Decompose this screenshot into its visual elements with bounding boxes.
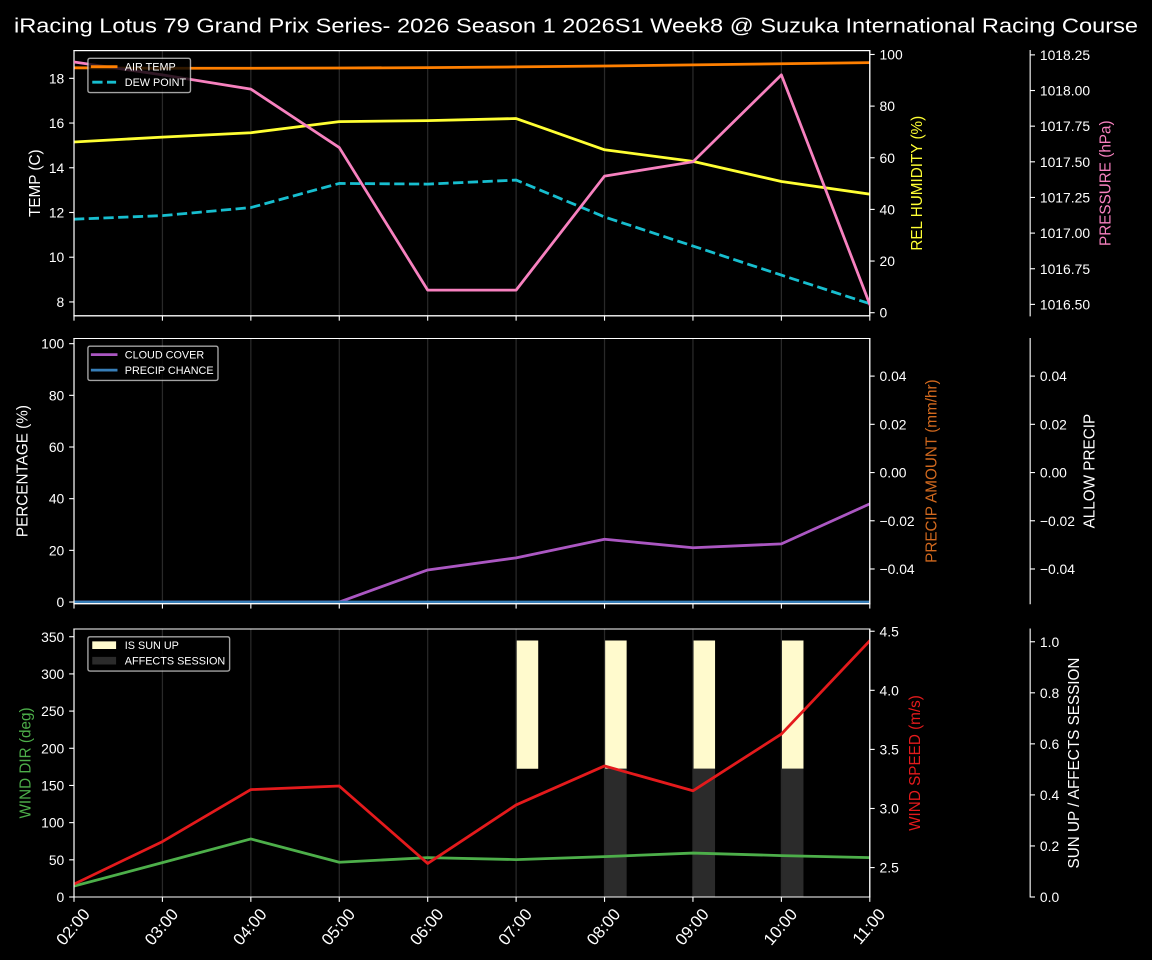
svg-text:60: 60 [49,439,65,455]
svg-text:SUN UP / AFFECTS SESSION: SUN UP / AFFECTS SESSION [1066,658,1083,869]
svg-text:AFFECTS SESSION: AFFECTS SESSION [125,655,225,667]
svg-text:0.04: 0.04 [880,368,907,384]
svg-text:250: 250 [41,703,64,719]
svg-text:−0.02: −0.02 [1040,513,1075,529]
svg-text:20: 20 [49,542,65,558]
svg-text:0.02: 0.02 [880,416,907,432]
svg-text:1017.75: 1017.75 [1040,118,1090,134]
svg-text:0: 0 [880,305,888,321]
svg-text:4.5: 4.5 [880,623,900,639]
svg-text:10: 10 [49,249,65,265]
svg-text:3.0: 3.0 [880,801,900,817]
svg-text:0: 0 [57,594,65,610]
svg-text:1016.50: 1016.50 [1040,296,1090,312]
svg-text:−0.02: −0.02 [880,513,915,529]
svg-text:18: 18 [49,70,65,86]
svg-text:8: 8 [57,294,65,310]
svg-text:80: 80 [49,387,65,403]
svg-text:WIND SPEED (m/s): WIND SPEED (m/s) [907,695,924,831]
svg-text:PRECIP CHANCE: PRECIP CHANCE [125,365,214,377]
svg-text:1018.00: 1018.00 [1040,83,1090,99]
svg-text:0.0: 0.0 [1040,889,1060,905]
svg-text:PRESSURE (hPa): PRESSURE (hPa) [1098,120,1115,246]
svg-text:300: 300 [41,666,64,682]
svg-text:2.5: 2.5 [880,860,900,876]
svg-text:−0.04: −0.04 [880,561,915,577]
svg-text:TEMP (C): TEMP (C) [27,149,44,217]
svg-text:0.6: 0.6 [1040,736,1060,752]
svg-text:CLOUD COVER: CLOUD COVER [125,349,205,361]
svg-text:350: 350 [41,629,64,645]
svg-text:0: 0 [57,889,65,905]
svg-text:IS SUN UP: IS SUN UP [125,640,179,652]
svg-text:WIND DIR (deg): WIND DIR (deg) [17,707,34,818]
svg-text:40: 40 [49,491,65,507]
svg-text:20: 20 [880,253,896,269]
svg-text:0.4: 0.4 [1040,787,1060,803]
svg-text:14: 14 [49,160,65,176]
svg-text:DEW POINT: DEW POINT [125,77,187,89]
svg-text:3.5: 3.5 [880,741,900,757]
svg-text:ALLOW PRECIP: ALLOW PRECIP [1082,414,1099,529]
svg-text:0.2: 0.2 [1040,838,1060,854]
svg-text:40: 40 [880,201,896,217]
svg-text:1017.25: 1017.25 [1040,189,1090,205]
svg-text:0.8: 0.8 [1040,685,1060,701]
svg-text:200: 200 [41,740,64,756]
svg-text:0.00: 0.00 [880,465,907,481]
svg-text:16: 16 [49,115,65,131]
svg-text:12: 12 [49,205,65,221]
svg-text:1017.00: 1017.00 [1040,225,1090,241]
svg-text:−0.04: −0.04 [1040,561,1075,577]
svg-text:80: 80 [880,98,896,114]
svg-text:100: 100 [41,815,64,831]
svg-text:4.0: 4.0 [880,682,900,698]
svg-text:150: 150 [41,777,64,793]
svg-text:PRECIP AMOUNT (mm/hr): PRECIP AMOUNT (mm/hr) [923,379,940,562]
svg-text:0.02: 0.02 [1040,416,1067,432]
svg-text:1018.25: 1018.25 [1040,47,1090,63]
svg-text:0.04: 0.04 [1040,368,1067,384]
svg-text:iRacing Lotus 79 Grand Prix Se: iRacing Lotus 79 Grand Prix Series- 2026… [14,16,1138,38]
svg-text:1016.75: 1016.75 [1040,261,1090,277]
svg-text:AIR TEMP: AIR TEMP [125,61,176,73]
svg-text:1017.50: 1017.50 [1040,154,1090,170]
svg-text:1.0: 1.0 [1040,634,1060,650]
svg-text:60: 60 [880,150,896,166]
svg-text:0.00: 0.00 [1040,465,1067,481]
svg-text:PERCENTAGE (%): PERCENTAGE (%) [14,405,31,537]
svg-text:50: 50 [49,852,65,868]
svg-text:100: 100 [41,336,64,352]
svg-text:REL HUMIDITY (%): REL HUMIDITY (%) [909,116,926,251]
svg-text:100: 100 [880,47,903,63]
